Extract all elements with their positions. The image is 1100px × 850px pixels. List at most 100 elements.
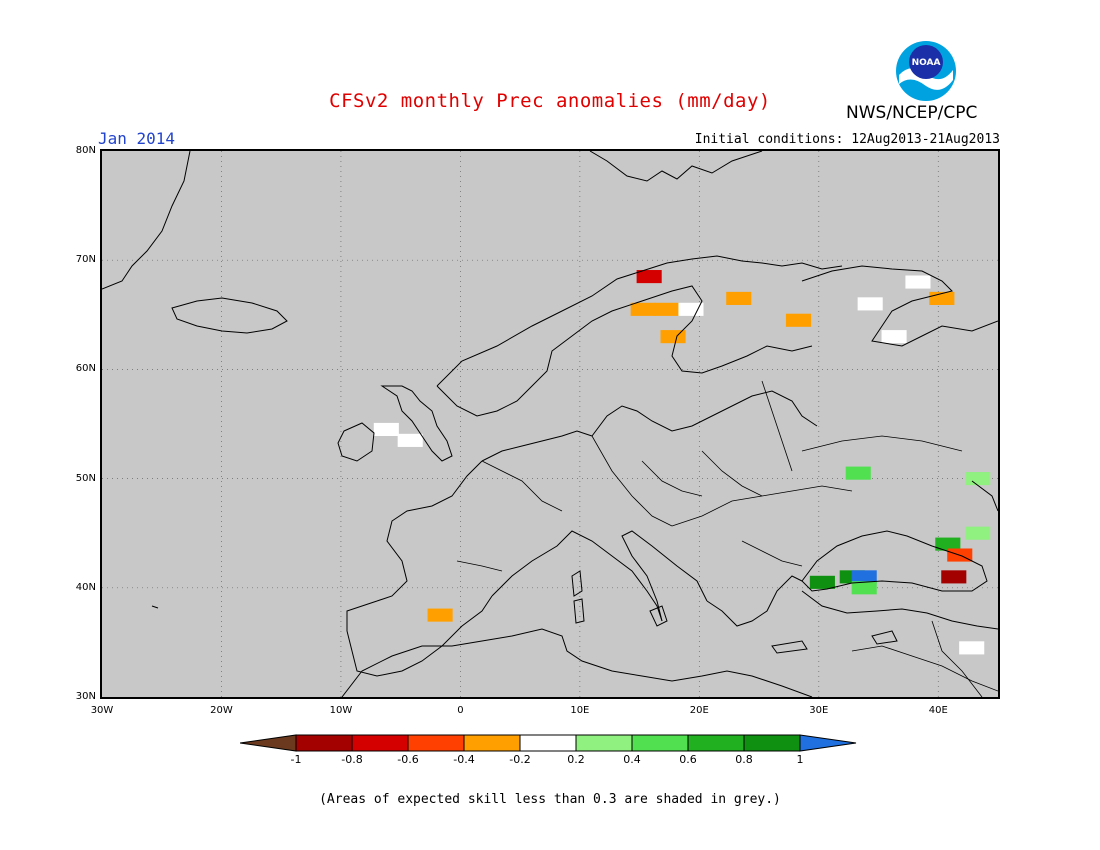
longitude-label: 20E [689,705,709,716]
colorbar-segment [687,734,745,752]
border-line [701,450,763,497]
noaa-logo: NOAA [896,41,956,101]
anomaly-cell [630,302,656,316]
colorbar-label: 0.6 [679,753,697,766]
anomaly-cell [678,302,704,316]
border-line [761,380,793,472]
initial-conditions: Initial conditions: 12Aug2013-21Aug2013 [694,132,1000,147]
iceland-coast [171,297,288,334]
colorbar-segment [240,734,297,752]
longitude-label: 10W [329,705,353,716]
colorbar-segment [631,734,689,752]
border-line [801,435,963,452]
anomaly-cell [373,422,399,437]
colorbar-segment [295,734,353,752]
anomaly-cell [905,275,931,289]
latitude-label: 40N [75,581,96,593]
crete-coast [771,640,808,654]
longitude-label: 10E [570,705,590,716]
border-line [641,460,703,497]
forecast-month: Jan 2014 [98,129,176,148]
italy-west-coast [491,530,663,622]
colorbar-segment [407,734,465,752]
anomaly-cell [427,608,453,622]
anomaly-cell [965,472,991,486]
anomaly-cell [965,526,991,540]
border-line [481,460,563,512]
agency-label: NWS/NCEP/CPC [846,103,978,123]
colorbar-label: -0.8 [341,753,363,766]
colorbar-segment [575,734,633,752]
longitude-label: 40E [928,705,948,716]
corsica-sardinia-coast [571,570,583,597]
anomaly-cell [726,291,752,305]
colorbar-label: -0.2 [509,753,531,766]
border-line [456,560,503,572]
greenland-coast [102,151,191,290]
svalbard-coast [589,151,763,182]
colorbar-segment [799,734,857,752]
turkey-south-coast [801,590,998,630]
cyprus-coast [871,630,898,645]
colorbar-segment [743,734,801,752]
border-line [851,645,998,692]
great-britain-coast [380,385,453,462]
colorbar-segment [351,734,409,752]
longitude-label: 20W [210,705,233,716]
anomaly-cell [654,302,680,316]
anomaly-cell [851,581,877,595]
azores-coast [151,605,159,609]
france-west-coast [376,460,483,602]
latitude-label: 80N [75,145,96,156]
anomaly-cell [941,570,967,584]
logo-text: NOAA [912,58,941,68]
longitude-label: 30E [809,705,829,716]
anomaly-cell [881,330,907,344]
ireland-coast [337,422,375,462]
colorbar-label: -1 [290,753,302,766]
anomaly-cell [636,270,662,284]
colorbar-label: 0.2 [567,753,585,766]
kola-coast [801,265,998,347]
map-canvas [102,151,998,697]
sicily-coast [649,605,668,627]
sardinia-coast [573,598,585,624]
anomaly-cell [845,466,871,480]
latitude-label: 50N [75,472,96,484]
latitude-label: 70N [75,254,96,266]
latitude-label: 60N [75,363,96,375]
balkan-coast [706,575,803,627]
north-sea-coast [481,430,593,462]
coastlines [102,151,998,697]
north-africa-coast [341,628,813,697]
iberia-coast [346,595,493,677]
colorbar-segment [519,734,577,752]
adriatic-coast [621,530,708,622]
border-line [591,435,673,527]
latitude-label: 30N [75,691,96,702]
anomaly-cell [935,537,961,551]
graticule [102,151,998,697]
longitude-label: 0 [457,705,464,716]
colorbar-label: 0.8 [735,753,753,766]
anomaly-cell [660,330,686,344]
anomaly-cell [959,641,985,655]
colorbar-label: -0.4 [453,753,475,766]
anomaly-cell [851,570,877,584]
caspian-coast [971,480,998,512]
colorbar-label: -0.6 [397,753,419,766]
anomaly-cell [785,313,812,327]
border-line [741,540,803,567]
baltic-coast [591,390,818,437]
colorbar-label: 1 [796,753,804,766]
border-line [931,620,983,697]
sweden-finland-coast [436,285,813,417]
skill-note: (Areas of expected skill less than 0.3 a… [319,792,781,807]
map-panel [100,149,1000,699]
map-title: CFSv2 monthly Prec anomalies (mm/day) [329,90,771,112]
anomaly-cell [857,297,883,311]
colorbar-label: 0.4 [623,753,641,766]
anomaly-cells [373,270,991,655]
anomaly-cell [397,433,423,447]
colorbar-segment [463,734,521,752]
